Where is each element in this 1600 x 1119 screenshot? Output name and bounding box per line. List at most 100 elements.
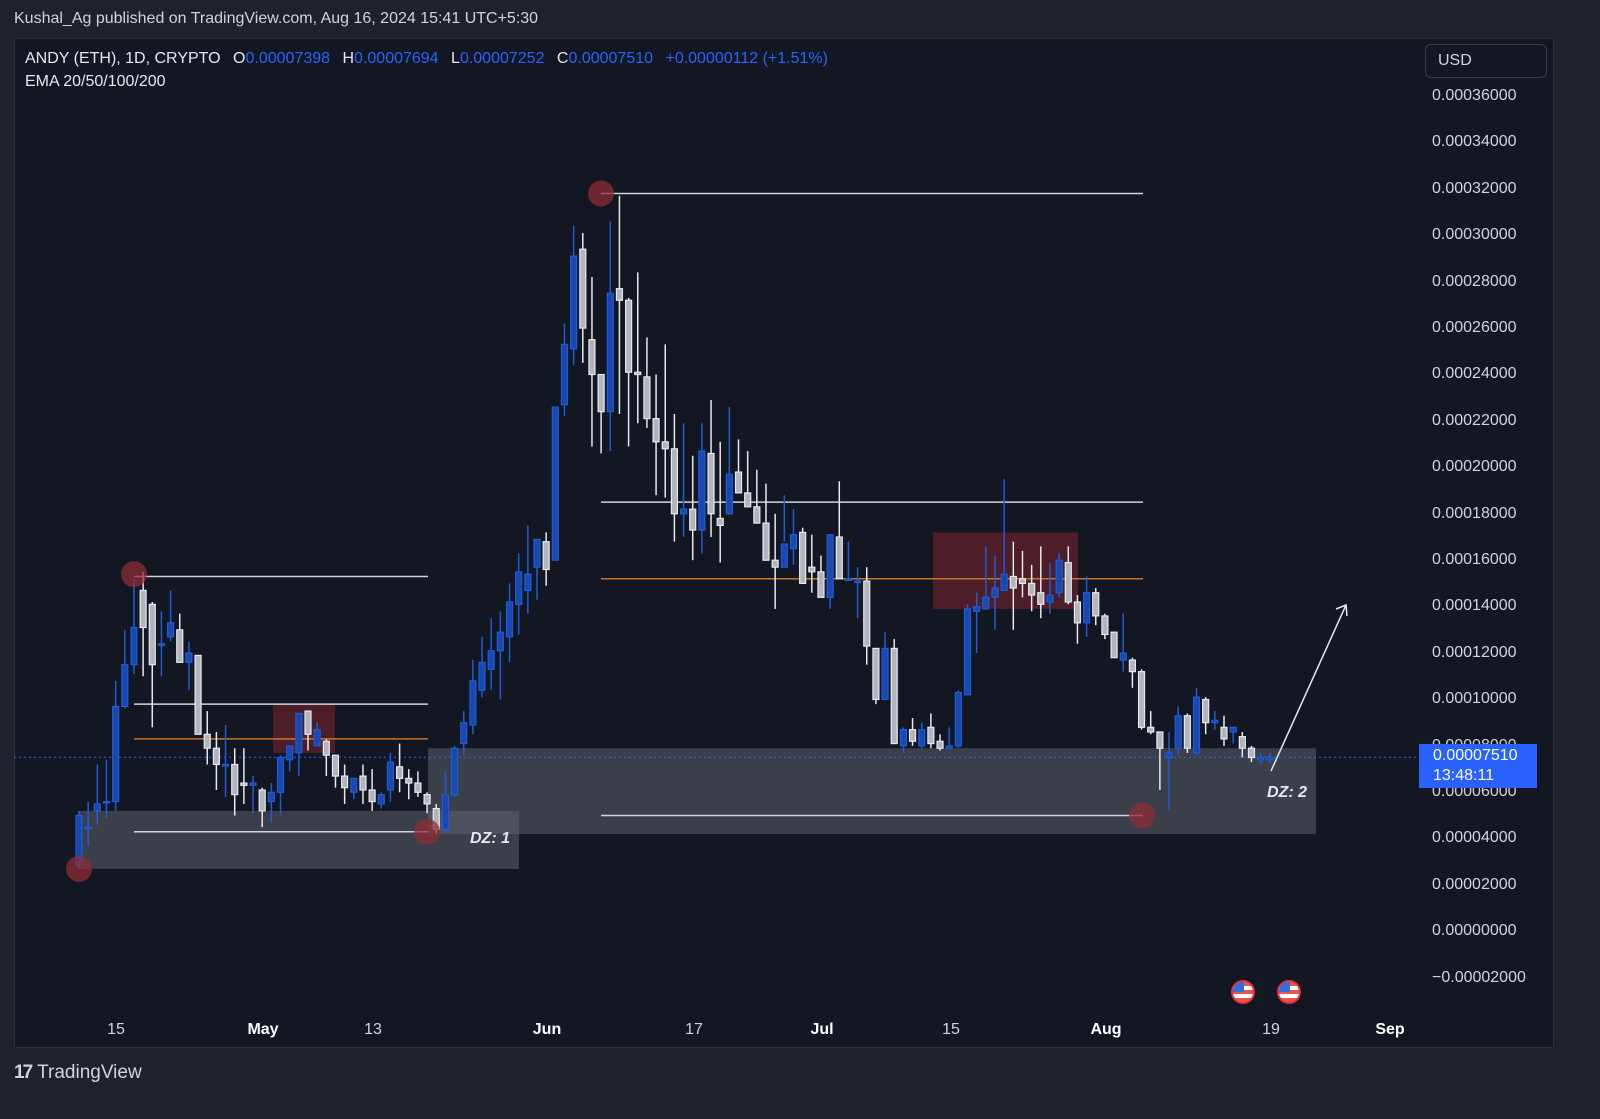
candle-body xyxy=(286,745,294,761)
candle-body xyxy=(240,782,248,786)
high-label: H xyxy=(342,50,355,67)
candle-body xyxy=(707,452,715,515)
time-tick-label: May xyxy=(247,1021,279,1038)
candle-body xyxy=(1101,615,1109,636)
candle-body xyxy=(670,448,679,515)
candle-body xyxy=(185,652,193,663)
us-flag-event-icon[interactable] xyxy=(1231,980,1255,1004)
candle-body xyxy=(606,292,614,413)
supply-box xyxy=(933,532,1078,609)
candle-body xyxy=(176,629,184,663)
candle-body xyxy=(753,506,761,524)
candle-body xyxy=(945,745,953,749)
candle-body xyxy=(579,248,587,329)
candle-body xyxy=(524,573,532,591)
price-tick-label: 0.00028000 xyxy=(1432,272,1517,290)
candle-body xyxy=(359,775,367,791)
time-tick-label: 19 xyxy=(1262,1021,1280,1038)
last-price-value: 0.00007510 xyxy=(1433,747,1518,764)
candle-body xyxy=(908,729,917,742)
candle-body xyxy=(762,522,770,561)
candle-body xyxy=(1128,659,1137,673)
candle-body xyxy=(258,789,266,812)
chart-pane[interactable] xyxy=(14,38,1554,1048)
candle-body xyxy=(1092,592,1100,617)
candle-body xyxy=(1137,671,1146,728)
candle-body xyxy=(1018,578,1027,585)
candle-body xyxy=(533,538,541,568)
candle-body xyxy=(276,756,285,793)
price-tick-label: 0.00002000 xyxy=(1432,875,1517,893)
price-tick-label: 0.00016000 xyxy=(1432,551,1517,568)
dz1-label: DZ: 1 xyxy=(470,830,510,847)
candle-body xyxy=(167,622,175,638)
candle-body xyxy=(377,794,385,805)
candle-body xyxy=(304,710,312,735)
candle-body xyxy=(954,691,962,747)
candle-body xyxy=(295,712,303,754)
candle-body xyxy=(542,541,550,571)
candle-body xyxy=(560,343,569,406)
candle-body xyxy=(817,571,825,598)
pivot-marker xyxy=(588,180,614,207)
candle-body xyxy=(588,339,596,376)
time-tick-label: 17 xyxy=(685,1021,703,1038)
candle-body xyxy=(1000,573,1008,591)
candle-body xyxy=(936,740,944,749)
time-tick-label: Jun xyxy=(532,1021,562,1038)
price-tick-label: 0.00014000 xyxy=(1432,597,1517,615)
price-tick-label: 0.00004000 xyxy=(1432,829,1517,847)
candle-body xyxy=(615,288,624,301)
candle-body xyxy=(789,534,798,550)
candle-body xyxy=(734,471,743,494)
candle-body xyxy=(1028,582,1036,596)
change-value: +0.00000112 (+1.51%) xyxy=(665,50,828,67)
candle-body xyxy=(487,650,495,670)
close-label: C xyxy=(556,50,569,67)
price-tick-label: 0.00010000 xyxy=(1432,690,1517,708)
candle-body xyxy=(744,492,752,508)
candle-body xyxy=(1037,592,1045,605)
high-value: 0.00007694 xyxy=(354,50,439,67)
candle-body xyxy=(1238,736,1246,749)
currency-button[interactable]: USD xyxy=(1425,44,1547,78)
candle-body xyxy=(267,791,275,803)
candle-body xyxy=(570,255,578,350)
candle-body xyxy=(515,571,523,605)
candle-body xyxy=(1082,592,1091,624)
us-flag-event-icon[interactable] xyxy=(1277,980,1301,1004)
candle-body xyxy=(505,601,514,638)
candle-body xyxy=(423,794,431,805)
candle-body xyxy=(881,647,889,701)
candle-body xyxy=(927,726,935,745)
candle-body xyxy=(872,647,880,701)
candle-body xyxy=(102,800,111,804)
candle-body xyxy=(643,376,651,420)
candle-body xyxy=(460,722,468,745)
tradingview-logo[interactable]: 17 TradingView xyxy=(14,1062,142,1084)
candle-body xyxy=(1064,561,1072,603)
candle-body xyxy=(1009,575,1017,589)
candle-body xyxy=(212,747,220,766)
symbol-name[interactable]: ANDY (ETH), 1D, CRYPTO xyxy=(25,50,221,67)
dz2-label: DZ: 2 xyxy=(1267,784,1307,801)
candle-body xyxy=(698,450,706,531)
candle-body xyxy=(899,729,908,747)
tradingview-mark-icon: 17 xyxy=(14,1062,33,1083)
time-tick-label: Aug xyxy=(1090,1021,1122,1038)
candle-body xyxy=(863,580,871,647)
time-tick-label: 15 xyxy=(107,1021,125,1038)
candle-body xyxy=(1192,696,1201,754)
pivot-marker xyxy=(1129,802,1155,829)
indicator-legend-ema[interactable]: EMA 20/50/100/200 xyxy=(25,73,166,90)
candle-body xyxy=(414,782,422,793)
candle-body xyxy=(1119,652,1127,661)
time-tick-label: 13 xyxy=(364,1021,382,1038)
published-by-text: Kushal_Ag published on TradingView.com, … xyxy=(14,10,539,27)
candle-body xyxy=(1147,726,1155,733)
candle-body xyxy=(157,643,166,646)
candle-body xyxy=(844,578,853,581)
candle-body xyxy=(1110,631,1118,659)
price-tick-label: 0.00022000 xyxy=(1432,411,1517,429)
